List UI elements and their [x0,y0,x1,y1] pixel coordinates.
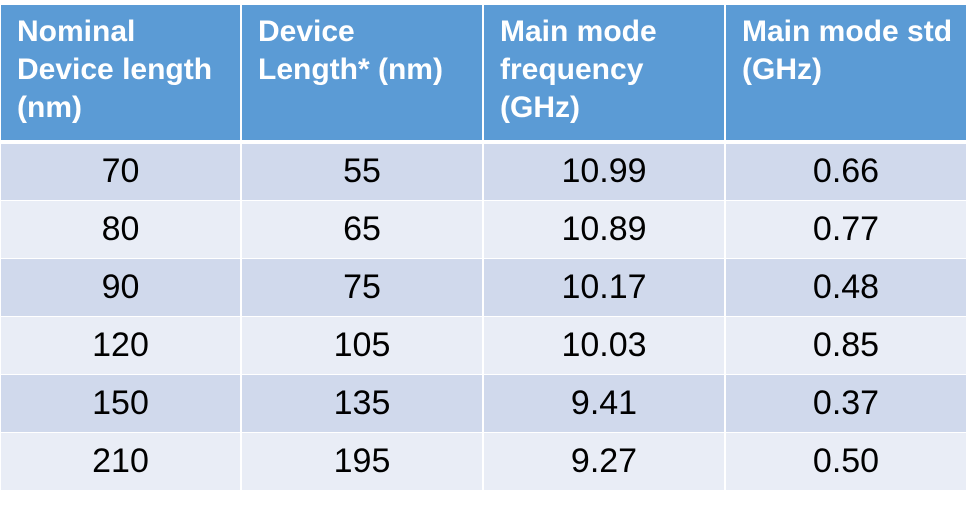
table-cell: 120 [1,316,242,375]
table-cell: 210 [1,432,242,491]
table-cell: 150 [1,374,242,433]
table-cell: 10.99 [483,142,726,201]
table-cell: 0.37 [725,374,966,433]
table-cell: 90 [1,258,242,317]
table-cell: 70 [1,142,242,201]
header-main-mode-std: Main mode std (GHz) [725,5,966,144]
table-cell: 0.85 [725,316,966,375]
table-cell: 0.48 [725,258,966,317]
table-cell: 10.89 [483,200,726,259]
table-cell: 9.41 [483,374,726,433]
table-cell: 9.27 [483,432,726,491]
data-table: Nominal Device length (nm) Device Length… [1,5,966,491]
table-cell: 0.77 [725,200,966,259]
table-cell: 105 [241,316,484,375]
table-cell: 65 [241,200,484,259]
table-cell: 55 [241,142,484,201]
table-cell: 80 [1,200,242,259]
table-row: 210 195 9.27 0.50 [1,432,966,491]
table-row: 90 75 10.17 0.48 [1,258,966,317]
table-cell: 10.17 [483,258,726,317]
table-header-row: Nominal Device length (nm) Device Length… [1,5,966,144]
table-row: 150 135 9.41 0.37 [1,374,966,433]
table-row: 80 65 10.89 0.77 [1,200,966,259]
table-cell: 135 [241,374,484,433]
table-cell: 10.03 [483,316,726,375]
header-main-mode-frequency: Main mode frequency (GHz) [483,5,726,144]
header-device-length: Device Length* (nm) [241,5,484,144]
table-row: 70 55 10.99 0.66 [1,142,966,201]
table-cell: 195 [241,432,484,491]
header-nominal-device-length: Nominal Device length (nm) [1,5,242,144]
table-cell: 0.50 [725,432,966,491]
table-row: 120 105 10.03 0.85 [1,316,966,375]
table-cell: 0.66 [725,142,966,201]
table-cell: 75 [241,258,484,317]
